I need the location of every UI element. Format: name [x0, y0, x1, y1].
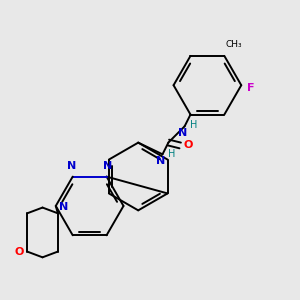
- Text: N: N: [67, 161, 76, 171]
- Text: N: N: [103, 161, 113, 171]
- Text: N: N: [178, 128, 188, 138]
- Text: H: H: [168, 149, 176, 159]
- Text: CH₃: CH₃: [226, 40, 242, 49]
- Text: N: N: [59, 202, 69, 212]
- Text: F: F: [247, 83, 254, 93]
- Text: O: O: [14, 247, 24, 256]
- Text: N: N: [156, 156, 166, 166]
- Text: O: O: [184, 140, 193, 151]
- Text: H: H: [190, 120, 197, 130]
